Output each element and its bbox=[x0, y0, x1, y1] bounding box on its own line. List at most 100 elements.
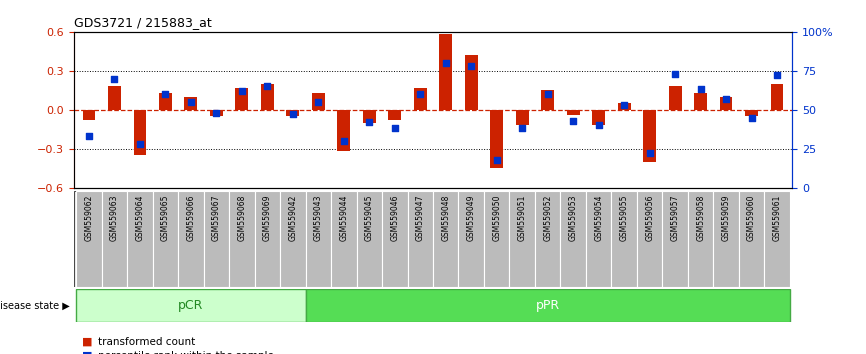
Text: GSM559056: GSM559056 bbox=[645, 195, 654, 241]
Bar bbox=[357, 191, 382, 287]
Bar bbox=[695, 93, 707, 110]
Bar bbox=[746, 110, 758, 116]
Point bbox=[337, 138, 351, 144]
Text: GSM559067: GSM559067 bbox=[212, 195, 221, 241]
Text: GSM559058: GSM559058 bbox=[696, 195, 705, 241]
Bar bbox=[210, 110, 223, 116]
Bar bbox=[82, 110, 95, 120]
Bar bbox=[662, 191, 688, 287]
Bar bbox=[229, 191, 255, 287]
Bar bbox=[108, 86, 120, 110]
Bar bbox=[541, 90, 554, 110]
Text: GSM559048: GSM559048 bbox=[442, 195, 450, 241]
Bar bbox=[159, 93, 171, 110]
Point bbox=[158, 91, 172, 97]
Bar bbox=[765, 191, 790, 287]
Bar bbox=[535, 191, 560, 287]
Bar bbox=[382, 191, 408, 287]
Point bbox=[184, 99, 197, 105]
Bar bbox=[771, 84, 784, 110]
Bar bbox=[688, 191, 714, 287]
Text: pPR: pPR bbox=[536, 299, 559, 312]
Bar bbox=[287, 110, 299, 116]
Text: GSM559062: GSM559062 bbox=[84, 195, 94, 241]
Text: GSM559046: GSM559046 bbox=[391, 195, 399, 241]
Bar bbox=[560, 191, 586, 287]
Point bbox=[515, 126, 529, 131]
Bar bbox=[414, 88, 427, 110]
Bar bbox=[204, 191, 229, 287]
Point bbox=[694, 87, 708, 92]
Bar bbox=[617, 103, 630, 110]
Point bbox=[770, 73, 784, 78]
Point bbox=[413, 91, 427, 97]
Text: GSM559059: GSM559059 bbox=[721, 195, 731, 241]
Bar bbox=[338, 110, 350, 151]
Bar bbox=[178, 191, 204, 287]
Point bbox=[669, 71, 682, 77]
Text: GSM559061: GSM559061 bbox=[772, 195, 782, 241]
Bar bbox=[484, 191, 509, 287]
Bar bbox=[255, 191, 280, 287]
Bar bbox=[439, 34, 452, 110]
Bar bbox=[408, 191, 433, 287]
Point bbox=[566, 118, 580, 124]
Bar bbox=[236, 88, 249, 110]
Bar bbox=[509, 191, 535, 287]
Bar bbox=[714, 191, 739, 287]
Text: transformed count: transformed count bbox=[98, 337, 195, 347]
Text: GSM559042: GSM559042 bbox=[288, 195, 297, 241]
Text: GSM559051: GSM559051 bbox=[518, 195, 527, 241]
Text: GSM559055: GSM559055 bbox=[620, 195, 629, 241]
Text: GSM559049: GSM559049 bbox=[467, 195, 475, 241]
Point bbox=[591, 122, 605, 128]
Bar bbox=[586, 191, 611, 287]
Text: ■: ■ bbox=[82, 351, 96, 354]
Bar bbox=[433, 191, 458, 287]
Text: GSM559047: GSM559047 bbox=[416, 195, 424, 241]
Text: GSM559064: GSM559064 bbox=[135, 195, 145, 241]
Point bbox=[286, 112, 300, 117]
Point bbox=[362, 119, 376, 125]
Bar bbox=[720, 97, 733, 110]
Bar bbox=[261, 84, 274, 110]
Point bbox=[617, 102, 631, 108]
Bar bbox=[127, 191, 152, 287]
Bar bbox=[331, 191, 357, 287]
Text: GSM559057: GSM559057 bbox=[670, 195, 680, 241]
Bar bbox=[363, 110, 376, 123]
Bar bbox=[465, 55, 478, 110]
Point bbox=[745, 115, 759, 120]
Text: GSM559043: GSM559043 bbox=[313, 195, 323, 241]
Point bbox=[464, 63, 478, 69]
Point bbox=[107, 76, 121, 81]
Point bbox=[82, 133, 96, 139]
Bar bbox=[76, 289, 306, 322]
Bar bbox=[184, 97, 197, 110]
Text: GDS3721 / 215883_at: GDS3721 / 215883_at bbox=[74, 16, 211, 29]
Point bbox=[312, 99, 326, 105]
Bar bbox=[306, 191, 331, 287]
Bar bbox=[669, 86, 682, 110]
Point bbox=[388, 126, 402, 131]
Text: GSM559050: GSM559050 bbox=[492, 195, 501, 241]
Bar bbox=[388, 110, 401, 120]
Text: GSM559066: GSM559066 bbox=[186, 195, 196, 241]
Bar bbox=[643, 110, 656, 162]
Bar bbox=[312, 93, 325, 110]
Bar bbox=[280, 191, 306, 287]
Bar bbox=[567, 110, 579, 115]
Bar bbox=[637, 191, 662, 287]
Bar bbox=[101, 191, 127, 287]
Bar bbox=[458, 191, 484, 287]
Bar bbox=[306, 289, 790, 322]
Bar bbox=[490, 110, 503, 168]
Point bbox=[643, 150, 656, 156]
Text: GSM559065: GSM559065 bbox=[161, 195, 170, 241]
Bar bbox=[592, 110, 605, 125]
Text: GSM559045: GSM559045 bbox=[365, 195, 374, 241]
Point bbox=[719, 96, 733, 102]
Text: percentile rank within the sample: percentile rank within the sample bbox=[98, 351, 274, 354]
Bar bbox=[76, 191, 101, 287]
Bar bbox=[611, 191, 637, 287]
